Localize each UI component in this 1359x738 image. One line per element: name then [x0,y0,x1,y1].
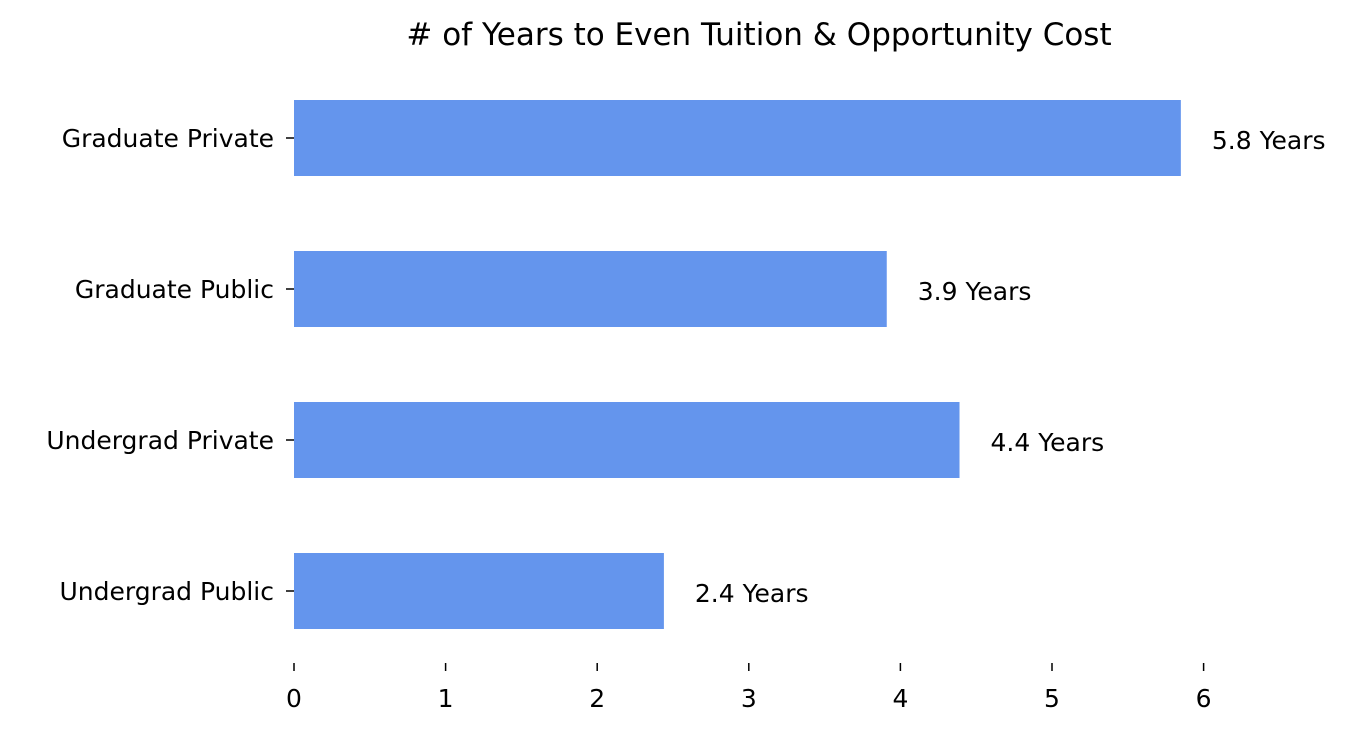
value-labels: 5.8 Years 3.9 Years 4.4 Years 2.4 Years [695,126,1326,608]
bar-graduate-private [294,100,1181,176]
x-axis: 0 1 2 3 4 5 6 [286,663,1212,713]
chart-title: # of Years to Even Tuition & Opportunity… [406,17,1111,53]
bar-undergrad-public [294,553,664,629]
x-tick-label: 1 [438,684,454,713]
x-tick-label: 6 [1196,684,1212,713]
value-label: 4.4 Years [991,428,1105,457]
value-label: 5.8 Years [1212,126,1326,155]
category-label: Graduate Private [62,124,274,153]
bars-layer [294,100,1181,629]
category-label: Undergrad Public [59,577,274,606]
x-tick-label: 4 [892,684,908,713]
x-tick-label: 3 [741,684,757,713]
y-axis: Graduate Private Graduate Public Undergrad… [46,124,294,606]
x-tick-label: 0 [286,684,302,713]
value-label: 2.4 Years [695,579,809,608]
x-tick-label: 5 [1044,684,1060,713]
bar-graduate-public [294,251,887,327]
x-tick-label: 2 [589,684,605,713]
category-label: Graduate Public [75,275,274,304]
category-label: Undergrad Private [46,426,274,455]
bar-undergrad-private [294,402,960,478]
value-label: 3.9 Years [918,277,1032,306]
